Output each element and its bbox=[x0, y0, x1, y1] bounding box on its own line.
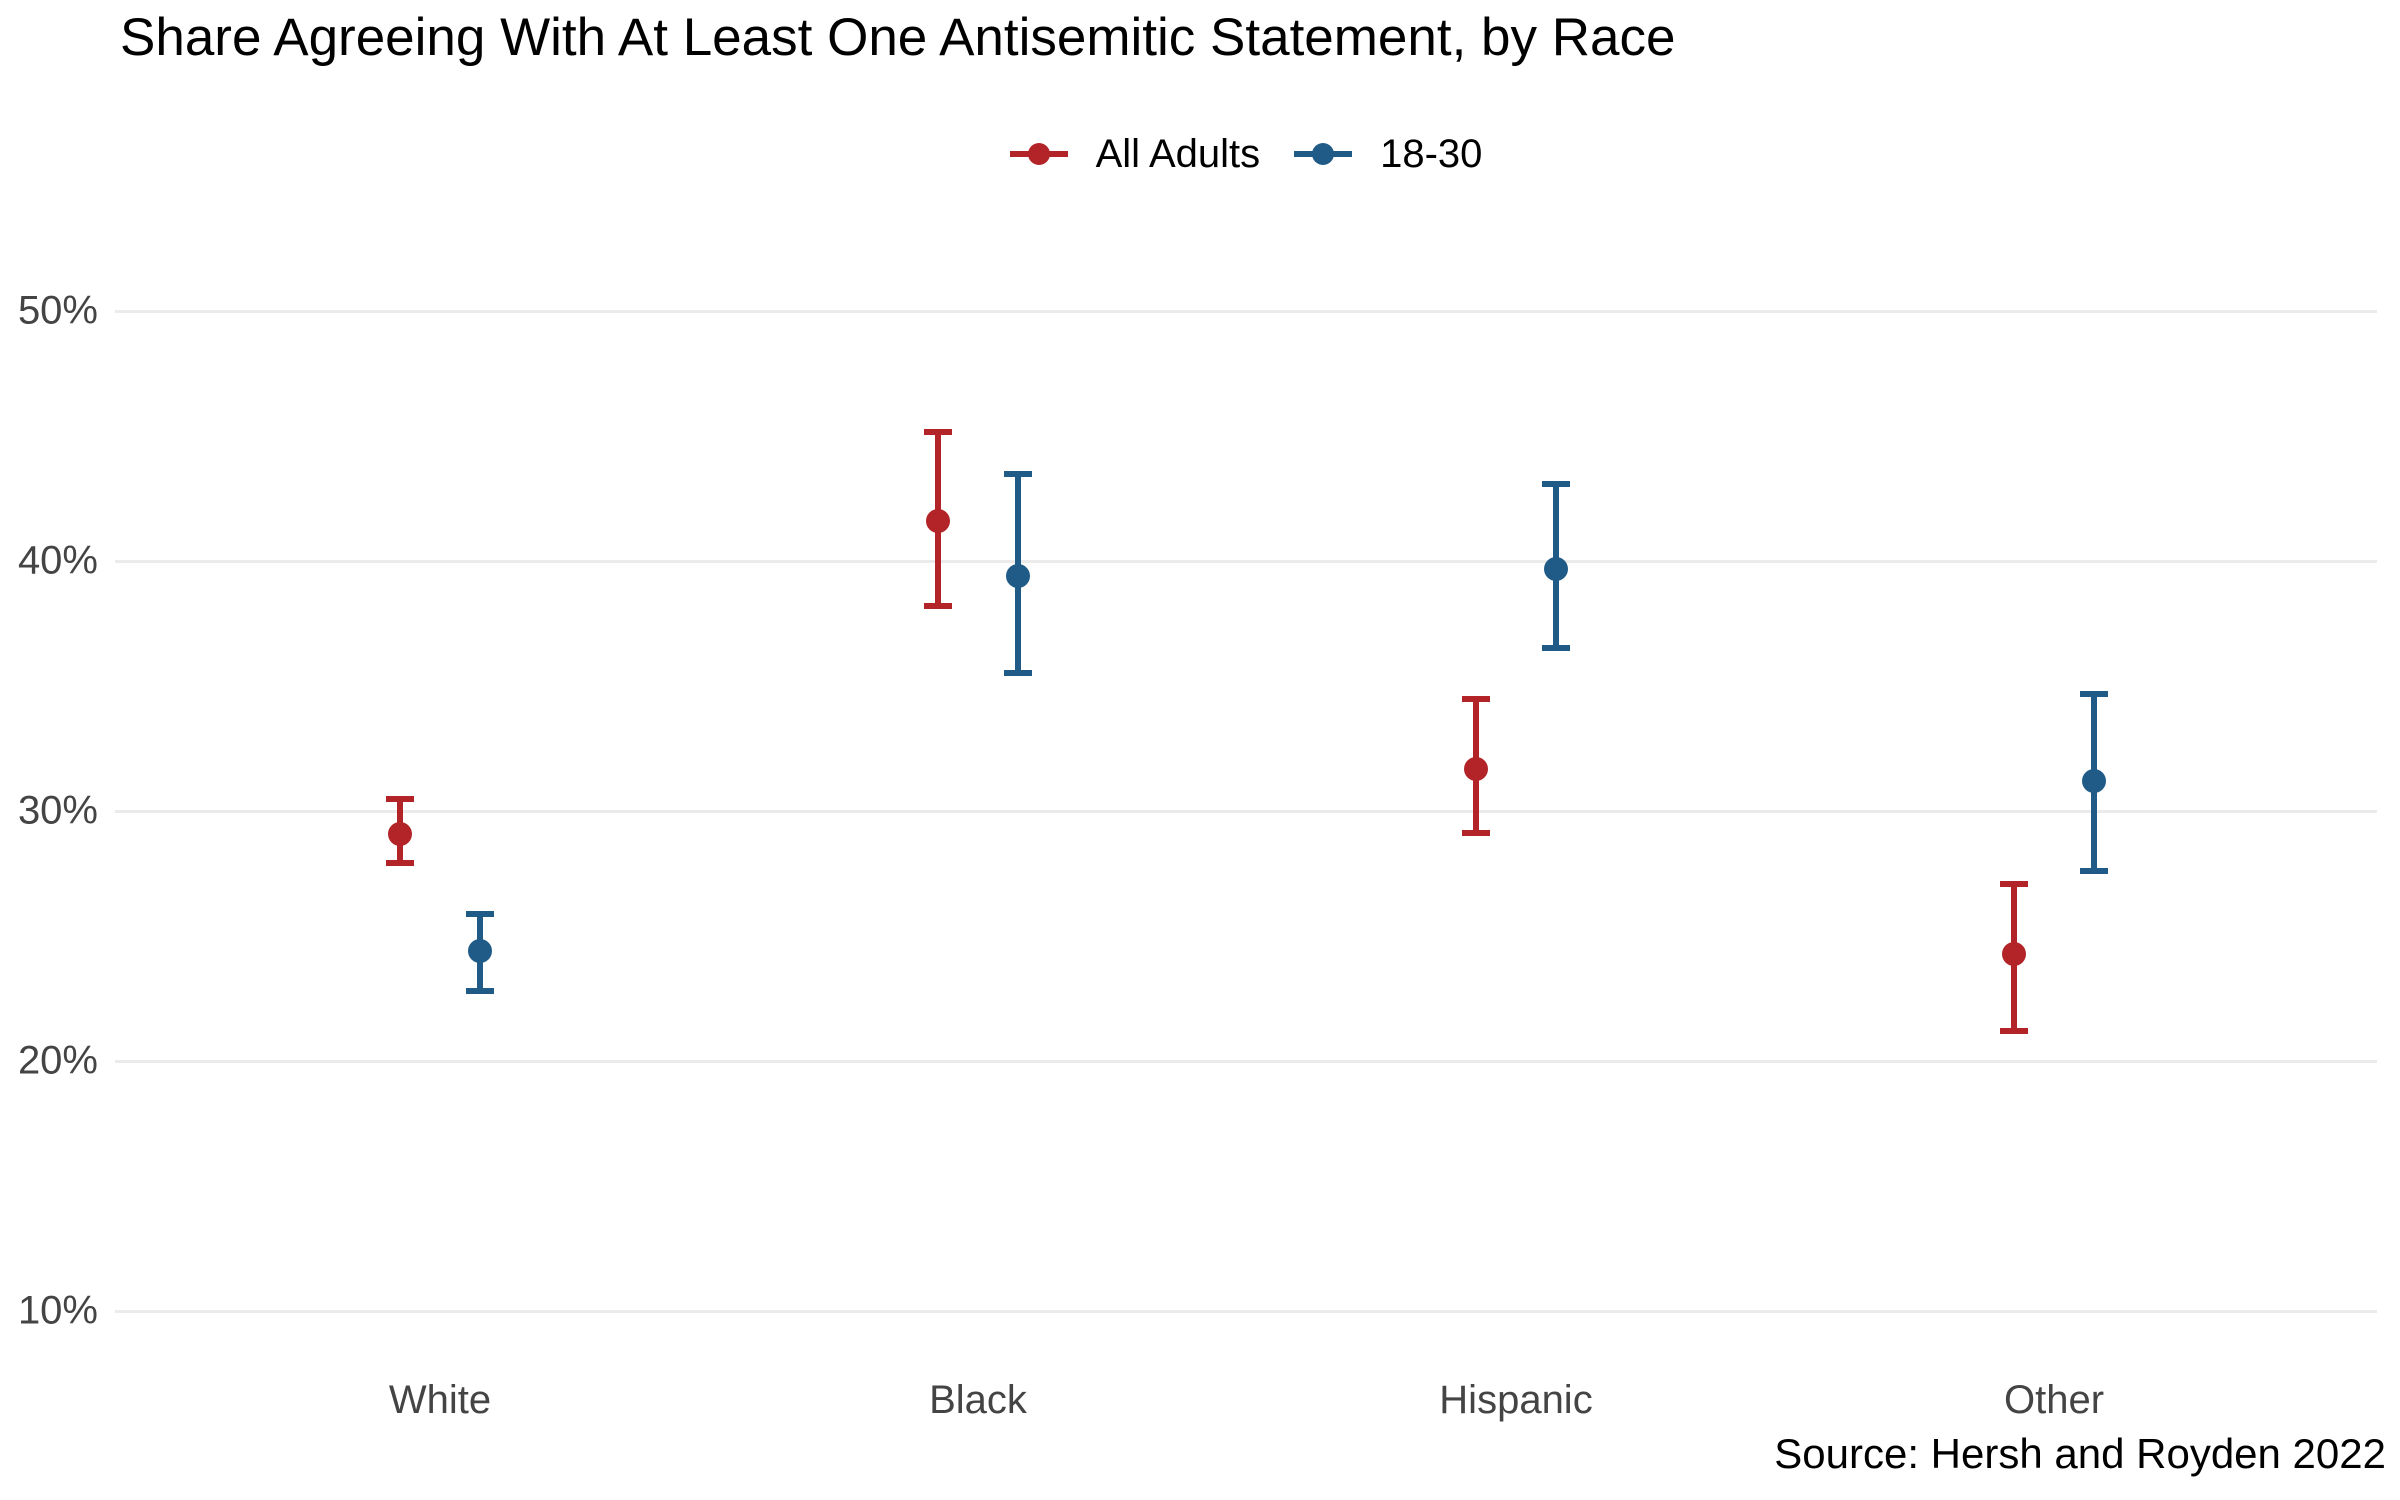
errorbar-cap-top bbox=[2080, 691, 2108, 697]
legend-label: All Adults bbox=[1095, 131, 1261, 176]
errorbar-all-adults-other bbox=[2000, 881, 2028, 1034]
point-all-adults-white bbox=[388, 821, 412, 846]
errorbar-cap-bottom bbox=[386, 860, 414, 866]
point-all-adults-other bbox=[2002, 941, 2026, 966]
errorbar-all-adults-hispanic bbox=[1462, 696, 1490, 836]
errorbar-18-30-hispanic bbox=[1542, 481, 1570, 651]
errorbar-18-30-black bbox=[1004, 471, 1032, 676]
gridline-20pct bbox=[115, 1059, 2377, 1063]
y-tick-label: 40% bbox=[17, 538, 98, 583]
legend-item-18-30: 18-30 bbox=[1294, 132, 1482, 177]
y-tick-label: 30% bbox=[17, 788, 98, 833]
legend-marker-icon bbox=[1009, 143, 1068, 165]
errorbar-cap-bottom bbox=[1542, 645, 1570, 651]
y-tick-label: 20% bbox=[17, 1038, 98, 1083]
gridline-10pct bbox=[115, 1309, 2377, 1313]
point-18-30-white bbox=[468, 939, 492, 963]
x-tick-label-black: Black bbox=[929, 1378, 1027, 1422]
errorbar-cap-top bbox=[466, 911, 494, 917]
chart-legend: All Adults 18-30 bbox=[115, 130, 2377, 178]
gridline-50pct bbox=[115, 309, 2377, 313]
gridline-40pct bbox=[115, 559, 2377, 563]
point-all-adults-black bbox=[926, 509, 950, 533]
y-tick-label: 10% bbox=[17, 1288, 98, 1333]
errorbar-all-adults-white bbox=[386, 796, 414, 866]
gridline-30pct bbox=[115, 809, 2377, 813]
errorbar-cap-top bbox=[1542, 481, 1570, 487]
errorbar-cap-bottom bbox=[2000, 1027, 2028, 1034]
errorbar-cap-top bbox=[2000, 881, 2028, 887]
point-18-30-black bbox=[1006, 564, 1030, 588]
errorbar-cap-top bbox=[924, 428, 952, 435]
errorbar-18-30-other bbox=[2080, 691, 2108, 874]
x-tick-label-white: White bbox=[388, 1378, 492, 1422]
errorbar-cap-bottom bbox=[1462, 830, 1490, 836]
errorbar-18-30-white bbox=[466, 911, 494, 994]
legend-dot-icon bbox=[1027, 143, 1050, 165]
point-18-30-hispanic bbox=[1544, 556, 1568, 581]
errorbar-cap-top bbox=[1462, 696, 1490, 702]
legend-marker-icon bbox=[1294, 143, 1353, 165]
legend-dot-icon bbox=[1312, 143, 1335, 165]
errorbar-cap-bottom bbox=[1004, 670, 1032, 676]
x-tick-label-other: Other bbox=[2003, 1378, 2105, 1422]
legend-label: 18-30 bbox=[1380, 131, 1483, 176]
legend-item-all-adults: All Adults bbox=[1009, 131, 1261, 177]
errorbar-all-adults-black bbox=[924, 428, 952, 609]
point-all-adults-hispanic bbox=[1464, 756, 1488, 781]
errorbar-cap-top bbox=[386, 796, 414, 802]
y-tick-label: 50% bbox=[17, 288, 98, 333]
point-18-30-other bbox=[2082, 769, 2106, 793]
errorbar-cap-bottom bbox=[2080, 867, 2108, 874]
x-tick-label-hispanic: Hispanic bbox=[1439, 1378, 1593, 1422]
errorbar-cap-bottom bbox=[924, 602, 952, 609]
chart-title: Share Agreeing With At Least One Antisem… bbox=[120, 8, 1676, 67]
source-note: Source: Hersh and Royden 2022 bbox=[1774, 1430, 2386, 1477]
errorbar-cap-top bbox=[1004, 471, 1032, 477]
errorbar-cap-bottom bbox=[466, 987, 494, 994]
